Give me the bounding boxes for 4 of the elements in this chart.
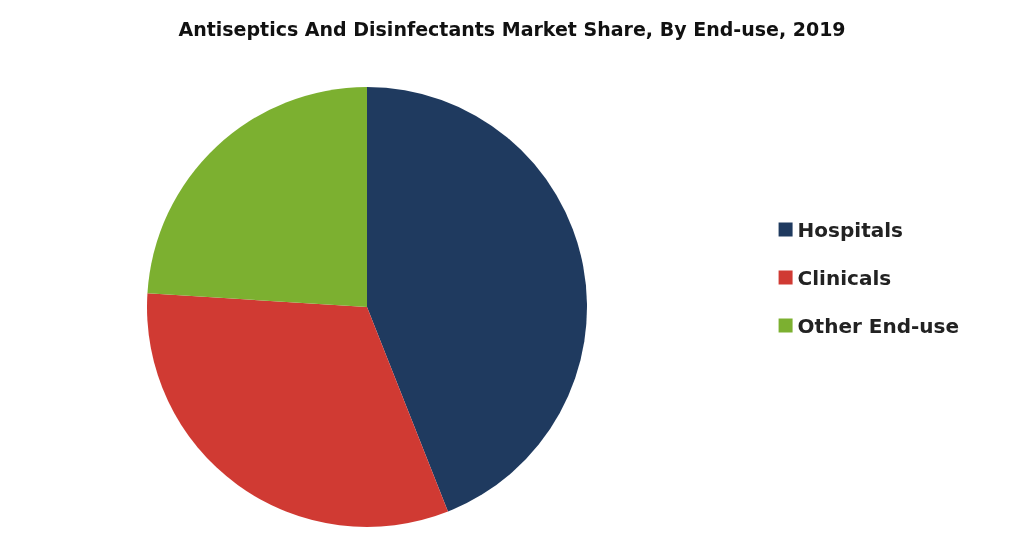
chart-title: Antiseptics And Disinfectants Market Share, By End-use, 2019 — [178, 17, 846, 40]
legend-label: Other End-use — [797, 313, 960, 338]
legend-label: Hospitals — [797, 217, 903, 242]
legend-label: Clinicals — [797, 265, 892, 290]
